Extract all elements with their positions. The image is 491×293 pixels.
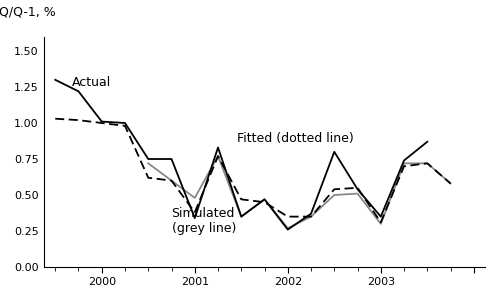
- Text: Fitted (dotted line): Fitted (dotted line): [237, 132, 354, 145]
- Text: Simulated
(grey line): Simulated (grey line): [171, 207, 236, 235]
- Text: Actual: Actual: [72, 76, 111, 88]
- Text: Q/Q-1, %: Q/Q-1, %: [0, 5, 56, 18]
